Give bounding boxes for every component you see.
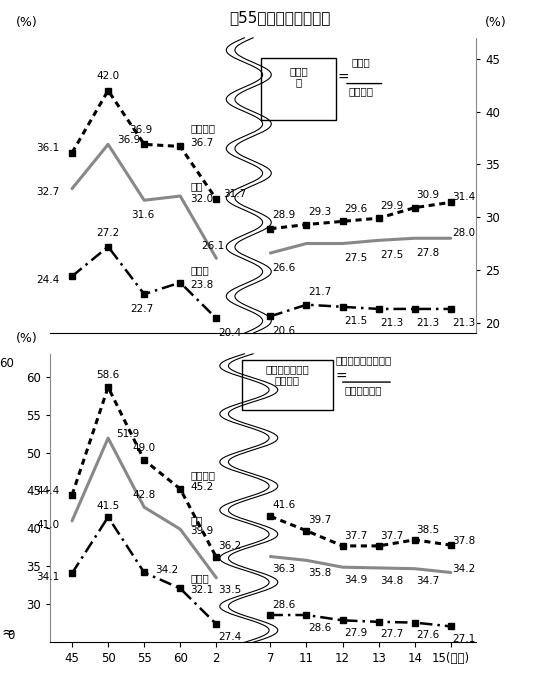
Text: 44.4: 44.4 [36, 486, 59, 496]
Text: 26.1: 26.1 [201, 241, 225, 251]
Text: 36.9: 36.9 [117, 135, 141, 145]
Text: 36.2: 36.2 [218, 541, 241, 551]
Text: 41.6: 41.6 [272, 500, 296, 510]
Text: 32.1: 32.1 [190, 585, 213, 595]
Text: 20.6: 20.6 [272, 326, 295, 336]
Text: 35.8: 35.8 [309, 568, 332, 578]
Text: 27.6: 27.6 [417, 630, 440, 640]
Text: 21.5: 21.5 [344, 316, 367, 326]
Text: 22.7: 22.7 [130, 304, 154, 314]
Text: 28.9: 28.9 [272, 210, 296, 221]
Text: 29.3: 29.3 [309, 207, 332, 217]
Text: 27.5: 27.5 [344, 253, 367, 263]
Text: 24.4: 24.4 [36, 275, 59, 285]
Text: 34.2: 34.2 [452, 564, 476, 574]
Text: 41.0: 41.0 [36, 519, 59, 530]
Text: =: = [338, 71, 349, 85]
Text: 市町村: 市町村 [190, 573, 209, 583]
Text: 29.9: 29.9 [380, 201, 404, 211]
Text: 36.3: 36.3 [272, 564, 296, 574]
Text: 純計: 純計 [190, 515, 203, 526]
Text: 23.8: 23.8 [190, 280, 213, 290]
Text: 21.3: 21.3 [380, 318, 404, 328]
Text: 60: 60 [0, 357, 14, 370]
Text: 29.6: 29.6 [344, 204, 367, 214]
Text: 49.0: 49.0 [133, 443, 156, 453]
Text: =: = [335, 370, 347, 384]
Text: 37.7: 37.7 [380, 530, 404, 541]
Text: 36.9: 36.9 [129, 125, 152, 135]
Text: 34.7: 34.7 [417, 576, 440, 586]
Text: 一般財源総額: 一般財源総額 [344, 385, 382, 395]
Text: 27.7: 27.7 [380, 629, 404, 640]
Text: 27.8: 27.8 [417, 248, 440, 258]
Text: 歳出総額: 歳出総額 [348, 87, 374, 97]
Text: 31.6: 31.6 [130, 210, 154, 220]
Text: 34.9: 34.9 [344, 575, 367, 585]
Text: 人件費: 人件費 [352, 57, 371, 67]
Text: 27.1: 27.1 [452, 634, 476, 644]
Text: 36.7: 36.7 [190, 138, 213, 148]
FancyBboxPatch shape [242, 359, 333, 410]
Text: 58.6: 58.6 [96, 370, 120, 380]
Text: 32.7: 32.7 [36, 187, 59, 196]
Text: 21.3: 21.3 [417, 318, 440, 328]
Text: 28.6: 28.6 [309, 622, 332, 633]
Text: 31.7: 31.7 [223, 189, 246, 199]
Text: 一般財源充当額
構成比％: 一般財源充当額 構成比％ [265, 364, 309, 385]
Text: 51.9: 51.9 [116, 429, 139, 439]
Text: 34.8: 34.8 [380, 576, 404, 585]
Text: 21.7: 21.7 [309, 287, 332, 297]
Text: 33.5: 33.5 [218, 585, 241, 596]
Text: (%): (%) [16, 332, 38, 345]
Text: 38.5: 38.5 [417, 524, 440, 534]
Text: 第55図　人件費の推移: 第55図 人件費の推移 [229, 10, 331, 25]
Text: 41.5: 41.5 [96, 501, 120, 511]
Text: 37.8: 37.8 [452, 537, 476, 546]
Text: 45.2: 45.2 [190, 482, 213, 493]
Text: 34.1: 34.1 [36, 572, 59, 582]
Text: 市町村: 市町村 [190, 265, 209, 275]
Text: 32.0: 32.0 [190, 194, 213, 204]
Text: 27.5: 27.5 [380, 250, 404, 260]
Text: ≈: ≈ [2, 624, 14, 640]
Text: 27.2: 27.2 [96, 228, 120, 238]
Text: (%): (%) [16, 16, 38, 29]
Text: 36.1: 36.1 [36, 142, 59, 153]
Text: 34.2: 34.2 [155, 565, 178, 575]
Text: (%): (%) [484, 16, 506, 29]
Text: 39.9: 39.9 [190, 526, 213, 537]
Text: 31.4: 31.4 [452, 192, 476, 202]
Text: 20.4: 20.4 [218, 328, 241, 338]
Text: 人件費充当一般財源: 人件費充当一般財源 [335, 355, 391, 365]
Text: 構成比
％: 構成比 ％ [289, 66, 308, 87]
Text: 30.9: 30.9 [417, 190, 440, 201]
Text: 42.8: 42.8 [133, 491, 156, 500]
Text: 27.9: 27.9 [344, 628, 367, 638]
Text: 28.0: 28.0 [452, 228, 475, 238]
Text: 37.7: 37.7 [344, 530, 367, 541]
Text: 26.6: 26.6 [272, 262, 296, 273]
Text: 21.3: 21.3 [452, 318, 476, 328]
Text: 28.6: 28.6 [272, 600, 296, 609]
Text: 都道府県: 都道府県 [190, 470, 216, 480]
FancyBboxPatch shape [261, 58, 335, 120]
Text: 42.0: 42.0 [96, 71, 120, 81]
Text: 27.4: 27.4 [218, 632, 241, 642]
Text: 0: 0 [7, 629, 14, 642]
Text: 39.7: 39.7 [309, 515, 332, 526]
Text: 都道府県: 都道府県 [190, 123, 216, 133]
Text: 純計: 純計 [190, 181, 203, 191]
